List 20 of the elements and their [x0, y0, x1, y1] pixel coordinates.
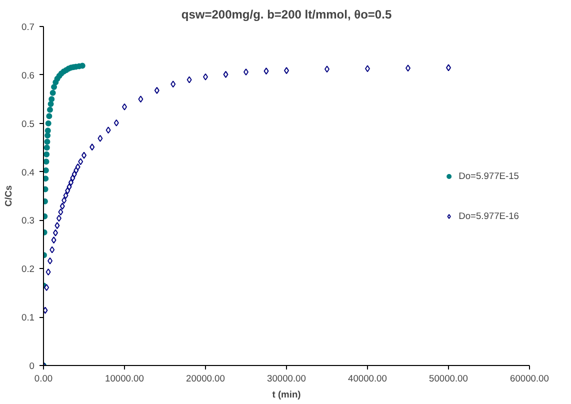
legend-label: Do=5.977E-15	[458, 170, 519, 180]
chart-title: qsw=200mg/g. b=200 lt/mmol, θo=0.5	[181, 8, 392, 22]
x-tick-label: 40000.00	[348, 374, 387, 384]
y-axis-title: C/Cs	[4, 185, 14, 207]
x-tick-label: 30000.00	[267, 374, 306, 384]
y-tick-label: 0.3	[22, 216, 34, 226]
y-tick-label: 0.1	[22, 312, 34, 323]
y-tick-label: 0.6	[22, 70, 34, 80]
x-axis-title: t (min)	[272, 390, 301, 400]
y-tick-label: 0.2	[22, 264, 34, 274]
legend-label: Do=5.977E-16	[458, 210, 519, 220]
x-tick-label: 10000.00	[105, 374, 144, 384]
x-tick-label: 20000.00	[186, 374, 225, 384]
x-tick-label: 0.00	[34, 374, 53, 384]
y-tick-label: 0.7	[22, 22, 34, 32]
x-tick-label: 60000.00	[510, 374, 549, 384]
x-tick-label: 50000.00	[429, 374, 468, 384]
y-tick-label: 0.4	[22, 167, 34, 178]
y-tick-label: 0.5	[22, 118, 34, 129]
y-tick-label: 0	[29, 361, 35, 371]
